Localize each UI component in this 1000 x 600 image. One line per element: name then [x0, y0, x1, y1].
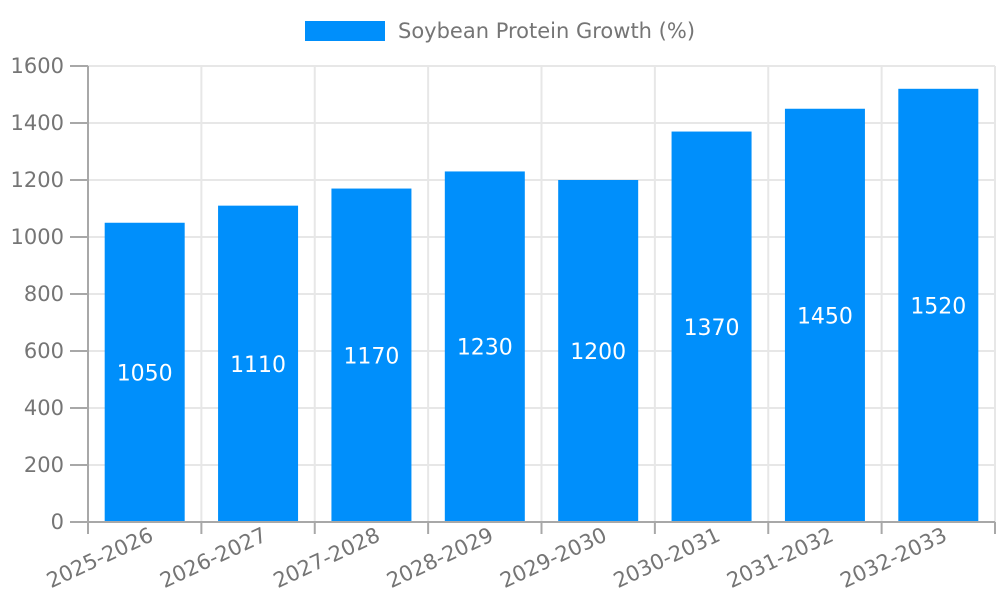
bar-value-label: 1230 [457, 336, 513, 361]
y-tick-label: 0 [51, 510, 64, 534]
x-tick-label: 2026-2027 [156, 523, 270, 593]
bar-2028-2029[interactable] [444, 171, 525, 522]
bar-2031-2032[interactable] [784, 108, 865, 522]
y-tick-label: 1000 [11, 225, 64, 249]
bar-2027-2028[interactable] [331, 188, 412, 523]
bar-value-label: 1200 [570, 340, 626, 365]
bar-value-label: 1450 [797, 304, 853, 329]
y-tick-label: 400 [24, 396, 64, 420]
bar-value-label: 1370 [684, 316, 740, 341]
y-tick-label: 200 [24, 453, 64, 477]
legend-label: Soybean Protein Growth (%) [397, 19, 696, 43]
y-tick-label: 1600 [11, 54, 64, 78]
bar-value-label: 1520 [910, 294, 966, 319]
legend-item-soybean-protein-growth[interactable]: Soybean Protein Growth (%) [304, 19, 696, 43]
x-tick-label: 2029-2030 [496, 523, 610, 593]
x-tick-label: 2032-2033 [837, 523, 951, 593]
bar-2026-2027[interactable] [218, 205, 299, 522]
bar-2029-2030[interactable] [558, 180, 639, 522]
bar-value-label: 1170 [343, 344, 399, 369]
bar-value-label: 1050 [117, 361, 173, 386]
chart-legend: Soybean Protein Growth (%) [0, 19, 1000, 43]
x-tick-label: 2028-2029 [383, 523, 497, 593]
x-tick-label: 2027-2028 [270, 523, 384, 593]
bar-value-label: 1110 [230, 353, 286, 378]
x-tick-label: 2030-2031 [610, 523, 724, 593]
bar-2025-2026[interactable] [104, 222, 185, 522]
y-tick-label: 600 [24, 339, 64, 363]
y-tick-label: 800 [24, 282, 64, 306]
y-tick-label: 1200 [11, 168, 64, 192]
legend-swatch [304, 21, 385, 41]
y-tick-label: 1400 [11, 111, 64, 135]
x-tick-label: 2031-2032 [723, 523, 837, 593]
bar-2030-2031[interactable] [671, 131, 752, 523]
bar-2032-2033[interactable] [898, 88, 979, 523]
